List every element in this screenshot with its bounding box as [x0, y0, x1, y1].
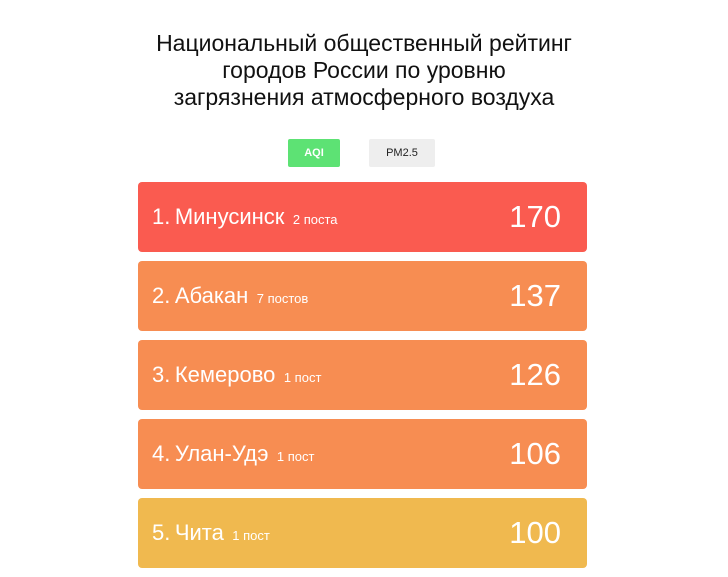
metric-tabs: AQI PM2.5: [0, 139, 728, 167]
row-aqi-value: 106: [509, 436, 561, 471]
page-title: Национальный общественный рейтинг городо…: [0, 30, 728, 111]
row-aqi-value: 126: [509, 357, 561, 392]
row-rank: 1.: [152, 204, 171, 229]
ranking-row[interactable]: 3. Кемерово 1 пост 126: [138, 340, 587, 410]
row-city: Абакан: [174, 283, 249, 308]
row-label: 5. Чита 1 пост: [152, 498, 270, 568]
row-stations: 1 пост: [276, 449, 315, 464]
row-city: Чита: [174, 520, 224, 545]
row-label: 1. Минусинск 2 поста: [152, 182, 338, 252]
row-rank: 2.: [152, 283, 171, 308]
page-title-line: Национальный общественный рейтинг: [156, 30, 572, 56]
tab-pm25[interactable]: PM2.5: [369, 139, 435, 167]
row-aqi-value: 137: [509, 278, 561, 313]
ranking-row[interactable]: 5. Чита 1 пост 100: [138, 498, 587, 568]
row-city: Улан-Удэ: [174, 441, 269, 466]
page-title-line: городов России по уровню: [222, 57, 506, 83]
row-stations: 1 пост: [283, 370, 322, 385]
ranking-row[interactable]: 4. Улан-Удэ 1 пост 106: [138, 419, 587, 489]
row-rank: 4.: [152, 441, 171, 466]
row-stations: 1 пост: [232, 528, 270, 543]
row-label: 4. Улан-Удэ 1 пост: [152, 419, 314, 489]
row-stations: 2 поста: [292, 212, 338, 227]
row-stations: 7 постов: [256, 291, 309, 306]
row-rank: 5.: [152, 520, 171, 545]
row-label: 3. Кемерово 1 пост: [152, 340, 321, 410]
ranking-list: 1. Минусинск 2 поста 170 2. Абакан 7 пос…: [138, 182, 587, 577]
row-aqi-value: 100: [509, 515, 561, 550]
row-label: 2. Абакан 7 постов: [152, 261, 308, 331]
tab-aqi[interactable]: AQI: [288, 139, 340, 167]
row-aqi-value: 170: [509, 199, 561, 234]
ranking-row[interactable]: 2. Абакан 7 постов 137: [138, 261, 587, 331]
row-city: Кемерово: [174, 362, 276, 387]
row-city: Минусинск: [174, 204, 285, 229]
row-rank: 3.: [152, 362, 171, 387]
page-title-line: загрязнения атмосферного воздуха: [173, 84, 555, 110]
ranking-row[interactable]: 1. Минусинск 2 поста 170: [138, 182, 587, 252]
